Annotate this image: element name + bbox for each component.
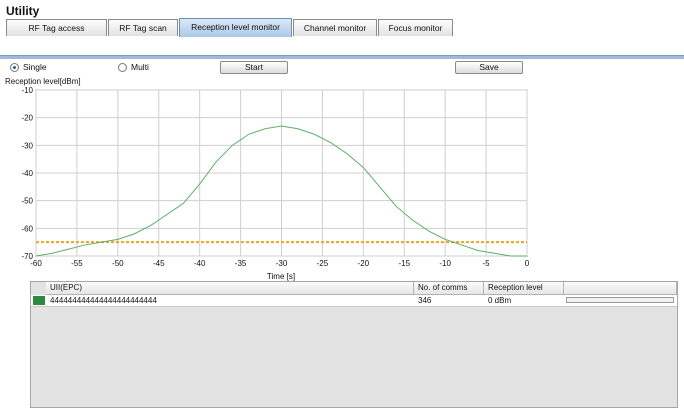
x-tick-label: 0 — [525, 259, 530, 268]
tag-result-table[interactable]: UII(EPC) No. of comms Reception level 44… — [30, 281, 678, 408]
x-tick-label: -10 — [439, 259, 451, 268]
x-tick-label: -5 — [483, 259, 491, 268]
column-header-reception-level[interactable]: Reception level — [484, 282, 564, 295]
x-tick-label: -55 — [71, 259, 83, 268]
comms-cell: 346 — [418, 296, 432, 305]
window-title: Utility — [6, 4, 40, 18]
chart-x-axis-label: Time [s] — [267, 272, 295, 281]
x-tick-label: -45 — [153, 259, 165, 268]
y-tick-label: -60 — [21, 224, 33, 233]
reception-level-series-line — [35, 125, 527, 257]
tab-rf-tag-access[interactable]: RF Tag access — [6, 19, 107, 36]
x-tick-label: -15 — [398, 259, 410, 268]
tab-strip-divider — [0, 55, 684, 59]
chart-y-axis-label: Reception level[dBm] — [5, 77, 81, 86]
multi-radio-label: Multi — [131, 62, 149, 72]
y-tick-label: -70 — [21, 252, 33, 261]
radio-selected-icon — [10, 62, 19, 72]
reception-level-cell: 0 dBm — [488, 296, 512, 305]
x-tick-label: -20 — [358, 259, 370, 268]
x-tick-label: -25 — [317, 259, 329, 268]
single-radio-label: Single — [23, 62, 47, 72]
x-tick-labels: -60 -55 -50 -45 -40 -35 -30 -25 -20 -15 -10 -5 0 — [30, 259, 530, 268]
x-tick-label: -40 — [194, 259, 206, 268]
table-row[interactable]: 444444444444444444444444 346 0 dBm — [31, 295, 677, 307]
tab-channel-monitor[interactable]: Channel monitor — [293, 19, 377, 36]
radio-unselected-icon — [118, 62, 127, 72]
uii-cell: 444444444444444444444444 — [50, 296, 157, 305]
y-tick-label: -20 — [21, 114, 33, 123]
reception-level-bar — [566, 297, 674, 303]
x-tick-label: -60 — [30, 259, 42, 268]
start-button[interactable]: Start — [220, 61, 288, 74]
save-button[interactable]: Save — [455, 61, 523, 74]
y-tick-label: -40 — [21, 169, 33, 178]
reception-level-chart: -60 -55 -50 -45 -40 -35 -30 -25 -20 -15 -10 -5 0 -10… — [21, 86, 530, 281]
single-radio[interactable]: Single — [10, 62, 47, 72]
tab-rf-tag-scan[interactable]: RF Tag scan — [108, 19, 178, 36]
chart-grid — [35, 89, 528, 257]
column-header-level-bar[interactable] — [564, 282, 677, 295]
tab-focus-monitor[interactable]: Focus monitor — [378, 19, 453, 36]
x-tick-label: -50 — [112, 259, 124, 268]
multi-radio[interactable]: Multi — [118, 62, 149, 72]
tab-reception-level-monitor[interactable]: Reception level monitor — [179, 18, 292, 37]
column-header-comms[interactable]: No. of comms — [414, 282, 484, 295]
x-tick-label: -30 — [276, 259, 288, 268]
column-header-uii[interactable]: UII(EPC) — [46, 282, 414, 295]
y-tick-labels: -10 -20 -30 -40 -50 -60 -70 — [21, 86, 33, 261]
row-status-marker — [33, 296, 45, 305]
y-tick-label: -10 — [21, 86, 33, 95]
y-tick-label: -30 — [21, 141, 33, 150]
x-tick-label: -35 — [235, 259, 247, 268]
y-tick-label: -50 — [21, 197, 33, 206]
